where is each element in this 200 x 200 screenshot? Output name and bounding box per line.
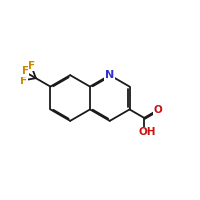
Text: F: F (28, 61, 35, 71)
Text: F: F (22, 66, 29, 76)
Text: F: F (20, 76, 27, 86)
Text: N: N (105, 70, 114, 80)
Text: OH: OH (139, 127, 156, 137)
Text: O: O (153, 105, 162, 115)
